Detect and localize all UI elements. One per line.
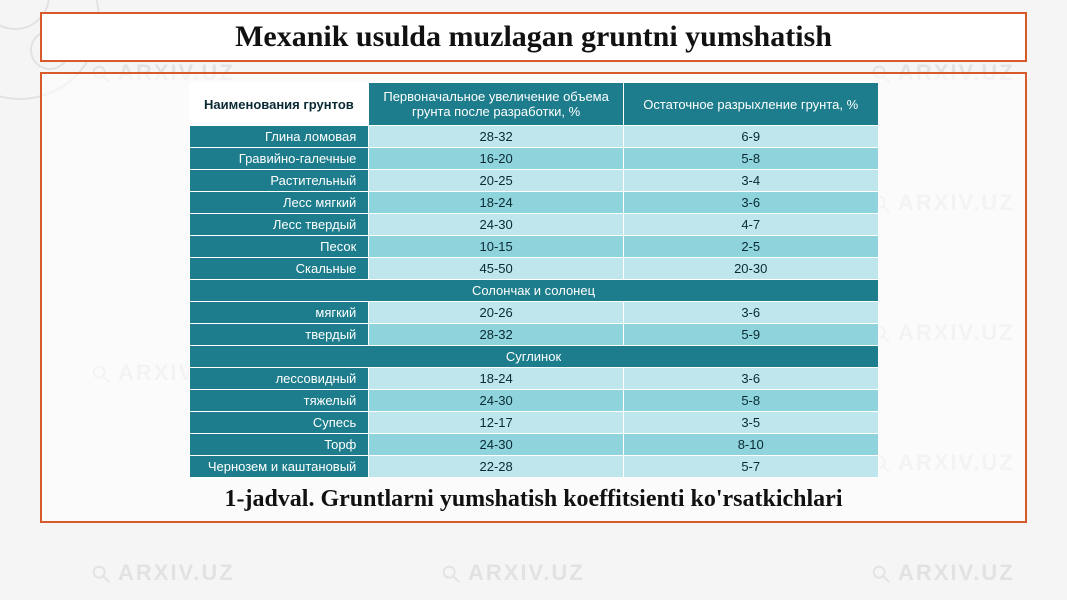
table-row: Скальные45-5020-30 bbox=[189, 258, 878, 280]
table-row: Растительный20-253-4 bbox=[189, 170, 878, 192]
row-label: Глина ломовая bbox=[189, 126, 369, 148]
row-value: 3-6 bbox=[623, 192, 878, 214]
row-value: 24-30 bbox=[369, 214, 624, 236]
table-row: твердый28-325-9 bbox=[189, 324, 878, 346]
row-value: 3-5 bbox=[623, 412, 878, 434]
section-label: Суглинок bbox=[189, 346, 878, 368]
table-row: Глина ломовая28-326-9 bbox=[189, 126, 878, 148]
watermark: ARXIV.UZ bbox=[90, 560, 235, 586]
watermark: ARXIV.UZ bbox=[440, 560, 585, 586]
table-header-row: Наименования грунтов Первоначальное увел… bbox=[189, 83, 878, 126]
row-value: 22-28 bbox=[369, 456, 624, 478]
table-row: Лесс мягкий18-243-6 bbox=[189, 192, 878, 214]
row-label: Лесс твердый bbox=[189, 214, 369, 236]
row-value: 5-9 bbox=[623, 324, 878, 346]
row-label: Чернозем и каштановый bbox=[189, 456, 369, 478]
watermark: ARXIV.UZ bbox=[870, 560, 1015, 586]
table-row: мягкий20-263-6 bbox=[189, 302, 878, 324]
row-value: 2-5 bbox=[623, 236, 878, 258]
col-header-residual: Остаточное разрыхление грунта, % bbox=[623, 83, 878, 126]
table-row: Лесс твердый24-304-7 bbox=[189, 214, 878, 236]
row-label: Торф bbox=[189, 434, 369, 456]
row-label: лессовидный bbox=[189, 368, 369, 390]
row-value: 20-25 bbox=[369, 170, 624, 192]
row-value: 5-8 bbox=[623, 148, 878, 170]
row-value: 3-4 bbox=[623, 170, 878, 192]
slide-content: Mexanik usulda muzlagan gruntni yumshati… bbox=[0, 0, 1067, 523]
row-label: мягкий bbox=[189, 302, 369, 324]
row-value: 8-10 bbox=[623, 434, 878, 456]
soil-table: Наименования грунтов Первоначальное увел… bbox=[189, 82, 879, 478]
row-label: Супесь bbox=[189, 412, 369, 434]
page-title: Mexanik usulda muzlagan gruntni yumshati… bbox=[52, 20, 1015, 54]
row-value: 28-32 bbox=[369, 126, 624, 148]
row-value: 4-7 bbox=[623, 214, 878, 236]
row-value: 24-30 bbox=[369, 390, 624, 412]
title-box: Mexanik usulda muzlagan gruntni yumshati… bbox=[40, 12, 1027, 62]
row-value: 20-26 bbox=[369, 302, 624, 324]
section-label: Солончак и солонец bbox=[189, 280, 878, 302]
table-row: Торф24-308-10 bbox=[189, 434, 878, 456]
row-value: 12-17 bbox=[369, 412, 624, 434]
content-box: Наименования грунтов Первоначальное увел… bbox=[40, 72, 1027, 523]
row-value: 5-7 bbox=[623, 456, 878, 478]
row-label: Песок bbox=[189, 236, 369, 258]
table-row: лессовидный18-243-6 bbox=[189, 368, 878, 390]
table-row: Супесь12-173-5 bbox=[189, 412, 878, 434]
row-value: 3-6 bbox=[623, 368, 878, 390]
row-value: 24-30 bbox=[369, 434, 624, 456]
table-row: Солончак и солонец bbox=[189, 280, 878, 302]
row-label: Растительный bbox=[189, 170, 369, 192]
row-value: 16-20 bbox=[369, 148, 624, 170]
table-row: Песок10-152-5 bbox=[189, 236, 878, 258]
row-label: Скальные bbox=[189, 258, 369, 280]
table-row: Суглинок bbox=[189, 346, 878, 368]
row-value: 45-50 bbox=[369, 258, 624, 280]
row-value: 6-9 bbox=[623, 126, 878, 148]
row-value: 5-8 bbox=[623, 390, 878, 412]
table-caption: 1-jadval. Gruntlarni yumshatish koeffits… bbox=[42, 486, 1025, 513]
row-value: 20-30 bbox=[623, 258, 878, 280]
col-header-name: Наименования грунтов bbox=[189, 83, 369, 126]
row-value: 18-24 bbox=[369, 368, 624, 390]
table-row: тяжелый24-305-8 bbox=[189, 390, 878, 412]
table-row: Гравийно-галечные16-205-8 bbox=[189, 148, 878, 170]
table-row: Чернозем и каштановый22-285-7 bbox=[189, 456, 878, 478]
row-value: 10-15 bbox=[369, 236, 624, 258]
col-header-initial: Первоначальное увеличение объема грунта … bbox=[369, 83, 624, 126]
row-label: Гравийно-галечные bbox=[189, 148, 369, 170]
row-label: тяжелый bbox=[189, 390, 369, 412]
row-value: 28-32 bbox=[369, 324, 624, 346]
row-label: твердый bbox=[189, 324, 369, 346]
row-label: Лесс мягкий bbox=[189, 192, 369, 214]
row-value: 18-24 bbox=[369, 192, 624, 214]
row-value: 3-6 bbox=[623, 302, 878, 324]
